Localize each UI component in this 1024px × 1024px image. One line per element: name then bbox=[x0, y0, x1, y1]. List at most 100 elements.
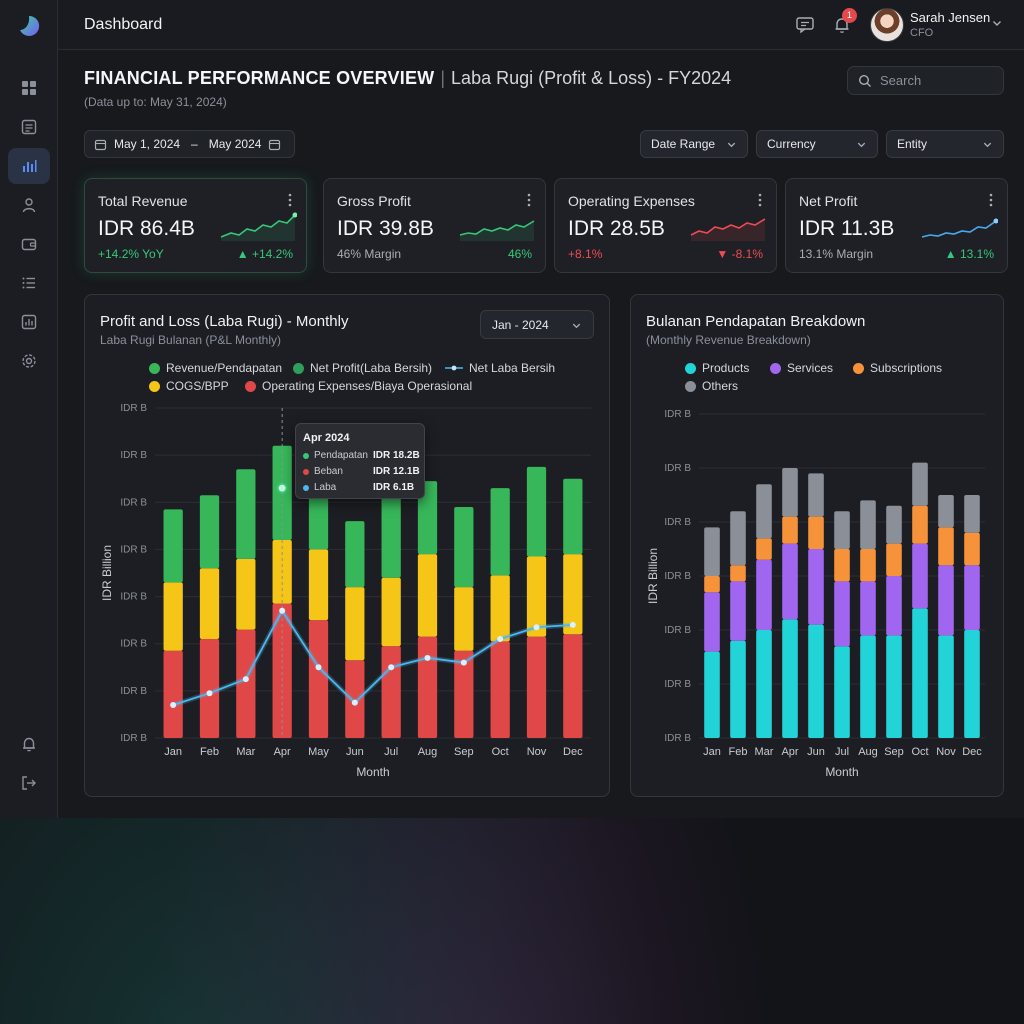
sidebar-item-settings[interactable] bbox=[8, 343, 50, 379]
bell-icon bbox=[23, 737, 35, 752]
app-title: Dashboard bbox=[84, 16, 163, 33]
user-role: CFO bbox=[910, 27, 934, 39]
kpi-delta-value: 13.1% bbox=[959, 247, 994, 261]
bar-segment-services bbox=[808, 549, 824, 625]
legend-revenue[interactable]: Revenue/Pendapatan bbox=[149, 361, 282, 375]
top-bar: Dashboard 1 Sarah Jensen CFO bbox=[58, 0, 1024, 50]
legend-cogs[interactable]: COGS/BPP bbox=[149, 379, 229, 393]
kpi-gross-profit[interactable]: Gross Profit IDR 39.8B 46% Margin 46% bbox=[323, 178, 546, 273]
net-laba-line bbox=[172, 608, 573, 706]
tooltip-value: IDR 6.1B bbox=[373, 482, 415, 493]
chevron-down-icon[interactable] bbox=[991, 17, 1003, 29]
more-vertical-icon[interactable] bbox=[758, 193, 762, 207]
legend-others[interactable]: Others bbox=[685, 379, 738, 393]
y-tick-label: IDR B bbox=[664, 409, 691, 420]
legend-products[interactable]: Products bbox=[685, 361, 749, 375]
legend-net-laba-line[interactable]: Net Laba Bersih bbox=[445, 361, 555, 375]
currency-dropdown[interactable]: Currency bbox=[756, 130, 878, 158]
net-laba-point bbox=[497, 636, 504, 642]
bar-segment-operating-expenses-biaya-operasional bbox=[563, 634, 583, 738]
kpi-delta: ▲ +14.2% bbox=[237, 247, 293, 261]
x-tick-label: Apr bbox=[781, 746, 798, 758]
sparkline-revenue bbox=[220, 212, 297, 241]
sidebar-item-reports[interactable] bbox=[8, 109, 50, 145]
bar-segment-subscriptions bbox=[886, 543, 902, 576]
bar-segment-products bbox=[704, 651, 720, 738]
legend-subscriptions[interactable]: Subscriptions bbox=[853, 361, 942, 375]
kpi-title: Total Revenue bbox=[98, 193, 188, 209]
bar-segment-subscriptions bbox=[704, 576, 720, 593]
calendar-icon bbox=[269, 139, 281, 150]
search-input[interactable] bbox=[880, 73, 990, 88]
y-tick-label: IDR B bbox=[120, 403, 147, 414]
bar-segment-others bbox=[756, 484, 772, 539]
bar-segment-cogs-bpp bbox=[490, 575, 510, 642]
x-tick-label: Mar bbox=[236, 746, 255, 758]
revenue-breakdown-panel: Bulanan Pendapatan Breakdown (Monthly Re… bbox=[630, 294, 1004, 797]
x-tick-label: Nov bbox=[936, 746, 956, 758]
trend-up-icon: ▲ bbox=[236, 247, 252, 261]
users-icon bbox=[22, 198, 36, 213]
sidebar-item-wallet[interactable] bbox=[8, 226, 50, 262]
message-icon[interactable] bbox=[794, 14, 816, 36]
kpi-net-profit[interactable]: Net Profit IDR 11.3B 13.1% Margin ▲ 13.1… bbox=[785, 178, 1008, 273]
bar-segment-operating-expenses-biaya-operasional bbox=[381, 646, 401, 738]
entity-dropdown[interactable]: Entity bbox=[886, 130, 1004, 158]
kpi-value: IDR 86.4B bbox=[98, 217, 195, 240]
bar-segment-revenue-pendapatan bbox=[454, 507, 474, 588]
kpi-operating-expenses[interactable]: Operating Expenses IDR 28.5B +8.1% ▼ -8.… bbox=[554, 178, 777, 273]
legend-dot bbox=[770, 362, 781, 374]
page-title: FINANCIAL PERFORMANCE OVERVIEW | Laba Rugi… bbox=[84, 68, 731, 89]
legend-dot bbox=[685, 380, 696, 392]
bar-segment-services bbox=[756, 559, 772, 630]
panel-subtitle: Laba Rugi Bulanan (P&L Monthly) bbox=[100, 333, 281, 347]
kpi-total-revenue[interactable]: Total Revenue IDR 86.4B +14.2% YoY ▲ +14… bbox=[84, 178, 307, 273]
bar-segment-others bbox=[834, 511, 850, 549]
legend-label: Subscriptions bbox=[870, 361, 943, 375]
app-window: Dashboard 1 Sarah Jensen CFO FINANCIAL P… bbox=[8, 0, 1024, 818]
page-title-sub: Laba Rugi (Profit & Loss) - FY2024 bbox=[451, 68, 732, 88]
legend-label: Services bbox=[787, 361, 834, 375]
x-tick-label: Sep bbox=[454, 746, 474, 758]
sidebar-item-dashboard[interactable] bbox=[8, 70, 50, 106]
bar-segment-operating-expenses-biaya-operasional bbox=[163, 650, 183, 738]
legend-net-profit[interactable]: Net Profit(Laba Bersih) bbox=[293, 361, 432, 375]
bar-segment-cogs-bpp bbox=[526, 556, 547, 637]
net-laba-point bbox=[569, 621, 576, 628]
date-range-picker[interactable]: May 1, 2024 – May 2024 bbox=[84, 130, 295, 158]
x-axis-label: Month bbox=[825, 765, 858, 779]
sidebar-item-notifications[interactable] bbox=[8, 726, 50, 762]
panel-title: Bulanan Pendapatan Breakdown bbox=[646, 313, 866, 330]
y-tick-label: IDR B bbox=[664, 517, 691, 528]
more-vertical-icon[interactable] bbox=[527, 193, 531, 207]
more-vertical-icon[interactable] bbox=[989, 193, 993, 207]
bar-segment-operating-expenses-biaya-operasional bbox=[199, 639, 220, 738]
bar-segment-services bbox=[912, 543, 928, 609]
legend-opex[interactable]: Operating Expenses/Biaya Operasional bbox=[245, 379, 472, 393]
bar-segment-subscriptions bbox=[782, 516, 798, 544]
more-vertical-icon[interactable] bbox=[288, 193, 292, 207]
legend-services[interactable]: Services bbox=[770, 361, 833, 375]
x-tick-label: Sep bbox=[884, 746, 904, 758]
kpi-sub: +14.2% YoY bbox=[98, 247, 164, 261]
avatar[interactable] bbox=[870, 8, 904, 42]
sidebar-item-analytics[interactable] bbox=[8, 148, 50, 184]
bar-segment-others bbox=[782, 468, 798, 517]
y-tick-label: IDR B bbox=[664, 571, 691, 582]
revenue-breakdown-chart: IDR B IDR B IDR B IDR B IDR B IDR B IDR B Jan Fe… bbox=[646, 409, 985, 779]
bar-segment-cogs-bpp bbox=[563, 554, 583, 635]
sidebar-item-list[interactable] bbox=[8, 265, 50, 301]
date-start: May 1, 2024 bbox=[114, 137, 181, 151]
bar-segment-revenue-pendapatan bbox=[308, 490, 329, 550]
date-range-dropdown[interactable]: Date Range bbox=[640, 130, 748, 158]
sidebar-item-users[interactable] bbox=[8, 187, 50, 223]
search-box[interactable] bbox=[847, 66, 1004, 95]
bar-segment-services bbox=[782, 543, 798, 620]
logout-icon bbox=[22, 776, 36, 790]
kpi-sub: 46% Margin bbox=[337, 247, 402, 261]
sidebar-item-logout[interactable] bbox=[8, 765, 50, 801]
chevron-down-icon bbox=[857, 142, 866, 148]
net-laba-point bbox=[170, 702, 177, 708]
month-select[interactable]: Jan - 2024 bbox=[480, 310, 594, 339]
sidebar-item-chart-report[interactable] bbox=[8, 304, 50, 340]
